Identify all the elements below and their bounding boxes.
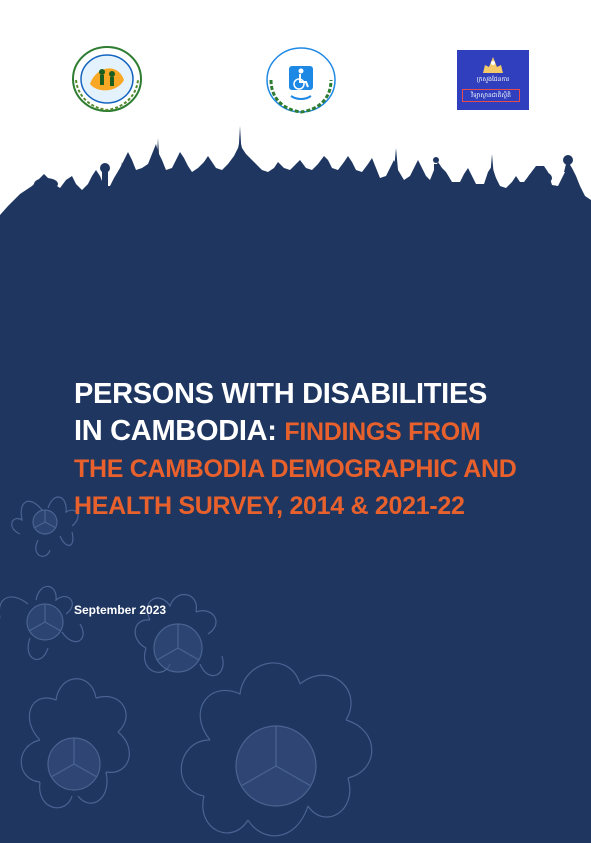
- nis-logo: ក្រសួងផែនការ វិទ្យាស្ថានជាតិស្ថិតិ: [457, 50, 529, 110]
- flower-decorations: [0, 496, 373, 837]
- flower-medium-left: [0, 585, 84, 660]
- dac-seal-icon: [266, 47, 336, 114]
- royal-crest-icon: [483, 57, 503, 73]
- title-line-2-orange: FINDINGS FROM: [284, 418, 481, 446]
- ministry-text: ក្រសួងផែនការ: [476, 76, 510, 83]
- temple-spires: [34, 126, 573, 190]
- flower-small-top: [11, 496, 79, 557]
- flower-medium-center: [134, 594, 224, 677]
- publication-date: September 2023: [74, 603, 167, 617]
- department-text: វិទ្យាស្ថានជាតិស្ថិតិ: [462, 89, 520, 102]
- title-line-1: PERSONS WITH DISABILITIES: [74, 378, 488, 410]
- title-line-2: IN CAMBODIA: FINDINGS FROM: [74, 413, 574, 451]
- title-line-2-white: IN CAMBODIA:: [74, 415, 277, 447]
- dac-logo: [261, 46, 341, 114]
- cdpo-logo: [66, 44, 148, 114]
- cdpo-seal-icon: [72, 46, 142, 112]
- flower-large-right: [180, 662, 373, 837]
- title-line-3: THE CAMBODIA DEMOGRAPHIC AND: [74, 455, 517, 483]
- report-title: PERSONS WITH DISABILITIES IN CAMBODIA: F…: [74, 376, 574, 525]
- title-line-4: HEALTH SURVEY, 2014 & 2021-22: [74, 492, 465, 520]
- flower-large-left: [20, 678, 130, 809]
